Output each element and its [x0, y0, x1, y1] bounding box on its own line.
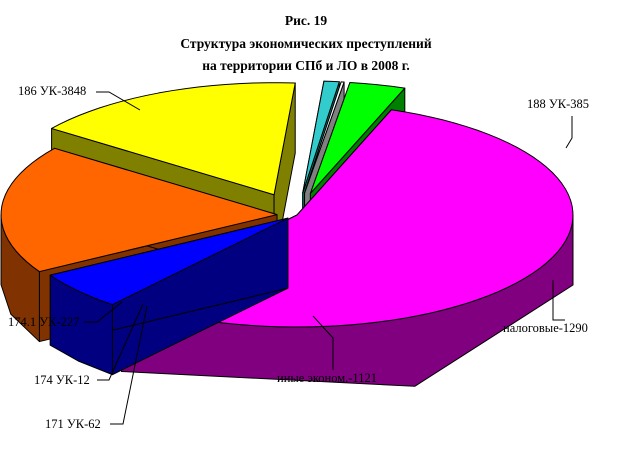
pie-slice-top	[309, 82, 406, 194]
pie-slice-top	[51, 82, 296, 196]
slice-label: 188 УК-385	[527, 97, 589, 111]
pie-slice	[49, 217, 289, 376]
pie-labels: 186 УК-3848 188 УК-385 налоговые-1290 иные …	[8, 84, 589, 431]
slice-label: налоговые-1290	[503, 321, 588, 335]
chart-title-line-3: на территории СПб и ЛО в 2008 г.	[202, 58, 409, 73]
leader-line	[565, 116, 573, 149]
pie-slices	[0, 80, 574, 387]
leader-line	[552, 280, 565, 321]
pie-slice-top	[304, 81, 345, 194]
slice-label: 186 УК-3848	[18, 84, 86, 98]
slice-label: 174 УК-12	[34, 373, 90, 387]
chart-title-line-2: Структура экономических преступлений	[180, 36, 431, 51]
leader-line	[312, 315, 334, 370]
leader-line	[96, 91, 141, 111]
pie-slice-top	[0, 147, 278, 273]
slice-label: иные эконом.-1121	[277, 371, 377, 385]
leader-line	[97, 303, 144, 381]
chart-title: Рис. 19 Структура экономических преступл…	[180, 13, 431, 73]
pie-slice-top	[302, 80, 340, 194]
slice-label: 174.1 УК-227	[8, 315, 79, 329]
chart-title-line-1: Рис. 19	[285, 13, 328, 28]
slice-label: 171 УК-62	[45, 417, 101, 431]
leader-line	[110, 305, 148, 425]
leader-line	[84, 301, 123, 323]
pie-slice-top	[49, 217, 289, 306]
